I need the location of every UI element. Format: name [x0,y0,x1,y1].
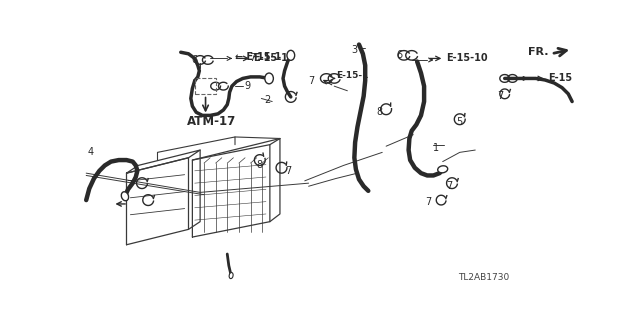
Text: E-15-1: E-15-1 [336,71,368,80]
Text: ATM-17: ATM-17 [187,115,236,128]
Text: 7: 7 [308,76,315,86]
Text: 1: 1 [433,143,439,153]
Text: E-15: E-15 [548,73,572,84]
Text: 6: 6 [191,55,198,65]
Text: 6: 6 [396,50,403,60]
Text: FR.: FR. [528,47,548,57]
Text: 9: 9 [244,81,250,91]
Text: 8: 8 [376,107,382,116]
Text: 5: 5 [456,116,462,126]
Text: 7: 7 [497,91,503,101]
Text: 7: 7 [446,181,452,191]
Text: 4: 4 [88,147,94,157]
Bar [195,78,216,94]
Text: 7: 7 [127,180,132,190]
Ellipse shape [122,192,129,201]
Text: 7: 7 [285,166,292,176]
Text: 7: 7 [249,53,255,63]
Text: 8: 8 [257,160,263,171]
Ellipse shape [438,166,448,173]
Ellipse shape [287,50,294,60]
Text: 2: 2 [264,95,271,105]
Text: E-15-1: E-15-1 [253,53,289,63]
Text: E-15-10: E-15-10 [446,53,488,63]
Text: ← E-15-1: ← E-15-1 [235,52,282,62]
Ellipse shape [229,273,233,279]
Ellipse shape [265,73,273,84]
Text: 3: 3 [351,45,357,55]
Text: TL2AB1730: TL2AB1730 [458,273,509,282]
Text: 7: 7 [425,196,431,207]
